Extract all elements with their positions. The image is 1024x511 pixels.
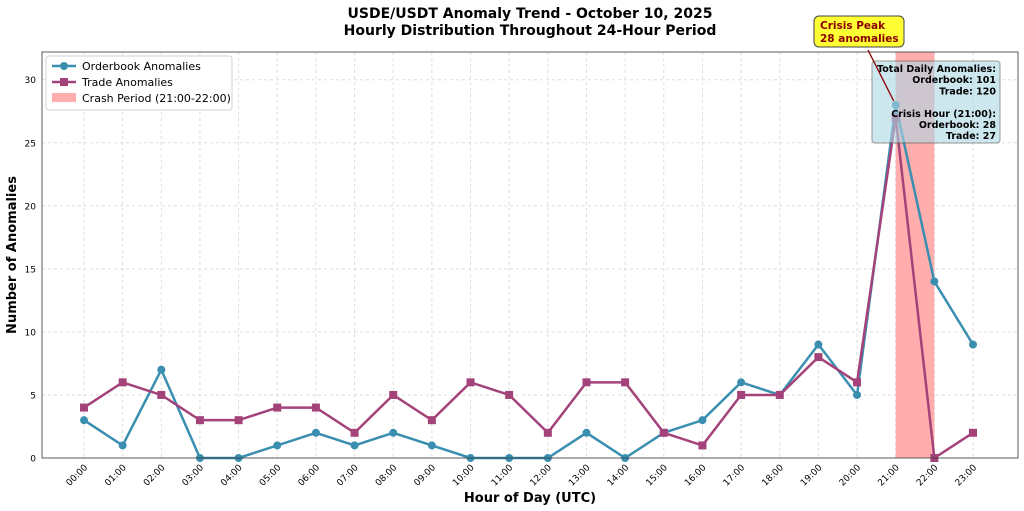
orderbook-point	[698, 416, 707, 425]
trade-point	[698, 441, 707, 450]
trade-point	[157, 390, 166, 399]
x-tick-label: 20:00	[838, 463, 864, 489]
plot-frame	[41, 51, 1019, 459]
legend-marker	[60, 62, 68, 70]
series-line-0	[83, 104, 975, 460]
legend: Orderbook Anomalies Trade Anomalies Crash …	[45, 55, 233, 111]
trade-point	[853, 378, 862, 387]
trade-point	[350, 428, 359, 437]
orderbook-point	[389, 428, 398, 437]
trade-point	[427, 416, 436, 425]
orderbook-point	[930, 277, 939, 286]
orderbook-point	[350, 441, 359, 450]
legend-label: Crash Period (21:00-22:00)	[82, 92, 231, 105]
x-tick-label: 02:00	[142, 463, 168, 489]
x-tick-label: 15:00	[644, 463, 670, 489]
x-axis-label: Hour of Day (UTC)	[464, 491, 596, 506]
y-tick-label: 25	[25, 139, 36, 149]
x-tick-label: 07:00	[335, 463, 361, 489]
trade-point	[621, 378, 630, 387]
x-tick-label: 06:00	[297, 463, 323, 489]
x-tick-label: 03:00	[181, 463, 207, 489]
x-tick-label: 08:00	[374, 463, 400, 489]
x-tick-label: 13:00	[567, 463, 593, 489]
y-axis-label: Number of Anomalies	[5, 176, 20, 334]
x-tick-label: 16:00	[683, 463, 709, 489]
annotation-arrow	[867, 49, 895, 102]
x-tick-label: 09:00	[413, 463, 439, 489]
annotation-text: 28 anomalies	[820, 33, 899, 45]
y-tick-label: 30	[25, 76, 37, 86]
orderbook-point	[273, 441, 282, 450]
info-box-line: Trade: 27	[946, 131, 996, 142]
info-box-line: Trade: 120	[939, 86, 996, 97]
x-tick-label: 11:00	[490, 463, 516, 489]
y-tick-label: 0	[30, 455, 36, 465]
trade-point	[775, 390, 784, 399]
x-tick-label: 04:00	[219, 463, 245, 489]
chart-title: USDE/USDT Anomaly Trend - October 10, 20…	[348, 6, 713, 22]
legend-marker	[60, 78, 68, 86]
orderbook-point	[737, 378, 746, 387]
trade-point	[582, 378, 591, 387]
y-tick-label: 10	[25, 328, 37, 338]
orderbook-point	[157, 365, 166, 374]
info-box: Total Daily Anomalies:Orderbook: 101Trad…	[871, 60, 1001, 144]
orderbook-point	[814, 340, 823, 349]
annotation-text: Crisis Peak	[820, 20, 886, 32]
orderbook-point	[80, 416, 88, 425]
chart-subtitle: Hourly Distribution Throughout 24-Hour P…	[344, 23, 717, 39]
trade-point	[80, 403, 88, 412]
orderbook-point	[427, 441, 436, 450]
info-box-line: Crisis Hour (21:00):	[891, 109, 996, 120]
trade-point	[659, 428, 668, 437]
trade-point	[814, 353, 823, 362]
y-tick-label: 5	[30, 391, 36, 401]
info-box-line: Orderbook: 101	[912, 75, 996, 86]
x-tick-label: 17:00	[722, 463, 748, 489]
x-tick-label: 19:00	[799, 463, 825, 489]
y-tick-label: 15	[25, 265, 36, 275]
trade-point	[737, 390, 746, 399]
x-tick-label: 22:00	[915, 463, 941, 489]
trade-point	[273, 403, 282, 412]
trade-point	[466, 378, 475, 387]
info-box-line: Total Daily Anomalies:	[877, 64, 996, 75]
series-line-1	[83, 117, 974, 461]
x-tick-label: 00:00	[65, 463, 91, 489]
trade-point	[195, 416, 204, 425]
info-box-line: Orderbook: 28	[919, 120, 997, 131]
orderbook-point	[118, 441, 127, 450]
x-tick-label: 05:00	[258, 463, 284, 489]
trade-point	[505, 390, 514, 399]
x-tick-label: 12:00	[529, 463, 555, 489]
x-tick-label: 18:00	[760, 463, 786, 489]
legend-label: Trade Anomalies	[81, 76, 173, 89]
orderbook-point	[311, 428, 320, 437]
legend-swatch	[52, 93, 76, 102]
x-tick-label: 21:00	[876, 463, 902, 489]
trade-point	[311, 403, 320, 412]
orderbook-point	[853, 390, 862, 399]
x-tick-label: 23:00	[954, 463, 980, 489]
x-tick-label: 14:00	[606, 463, 632, 489]
trade-point	[234, 416, 243, 425]
x-tick-label: 01:00	[103, 463, 129, 489]
trade-point	[389, 390, 398, 399]
trade-point	[118, 378, 127, 387]
trade-point	[543, 428, 552, 437]
trade-point	[969, 428, 977, 437]
x-tick-label: 10:00	[451, 463, 477, 489]
orderbook-point	[969, 340, 977, 349]
legend-label: Orderbook Anomalies	[82, 60, 201, 73]
orderbook-point	[582, 428, 591, 437]
y-tick-label: 20	[25, 202, 37, 212]
